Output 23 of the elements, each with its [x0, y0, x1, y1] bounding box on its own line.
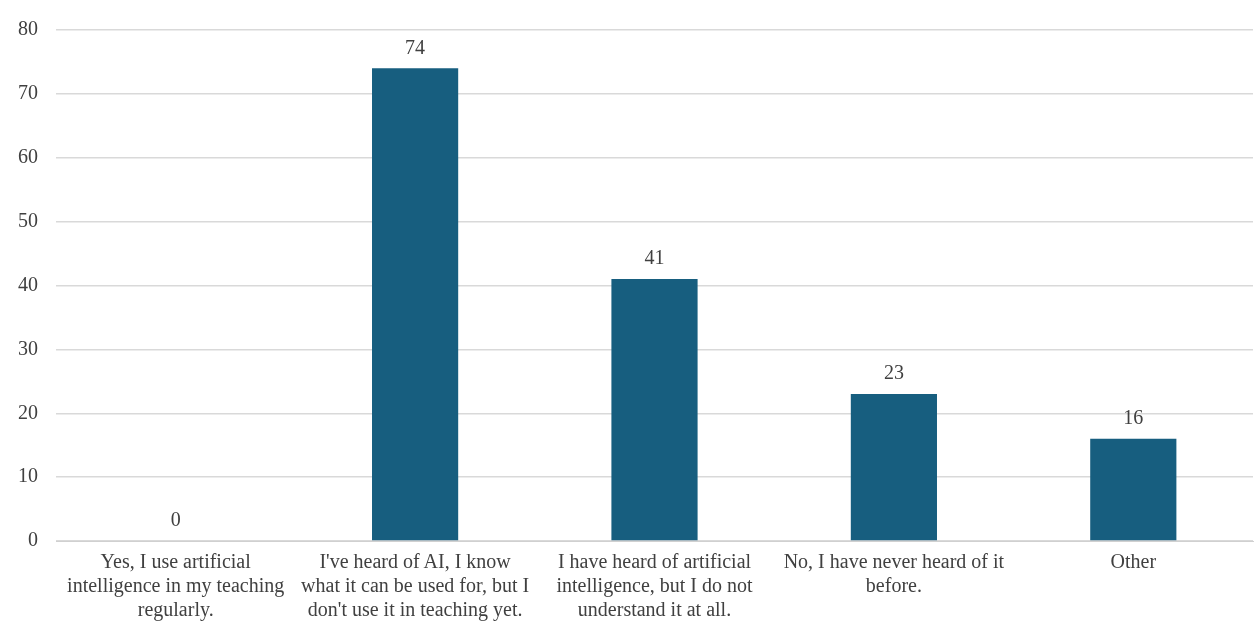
y-tick-label: 60: [18, 145, 38, 167]
data-label: 16: [1123, 406, 1144, 429]
bar: [611, 279, 698, 541]
x-tick-label: I have heard of artificial intelligence, but I do not understand it at all.: [556, 550, 753, 621]
x-tick-label: I've heard of AI, I know what it can be used for, but I don't use it in teaching yet.: [301, 550, 530, 622]
x-tick-label: Yes, I use artificial intelligence in my teaching regularly.: [67, 550, 285, 622]
y-tick-label: 20: [18, 400, 38, 423]
y-tick-label: 70: [18, 81, 38, 104]
bar: [1090, 438, 1177, 541]
y-tick-label: 10: [18, 464, 38, 487]
x-tick-label: Other: [1110, 550, 1157, 573]
y-tick-label: 30: [18, 336, 38, 359]
y-tick-label: 50: [18, 208, 38, 231]
data-label: 0: [170, 508, 181, 531]
bar: [850, 394, 937, 541]
y-tick-label: 40: [18, 272, 38, 295]
y-tick-label: 0: [28, 528, 38, 551]
y-tick-label: 80: [18, 17, 38, 40]
x-tick-label: No, I have never heard of it before.: [783, 550, 1005, 597]
bar: [372, 68, 459, 541]
data-label: 23: [883, 361, 904, 384]
data-label: 74: [405, 35, 426, 58]
data-label: 41: [644, 246, 665, 269]
